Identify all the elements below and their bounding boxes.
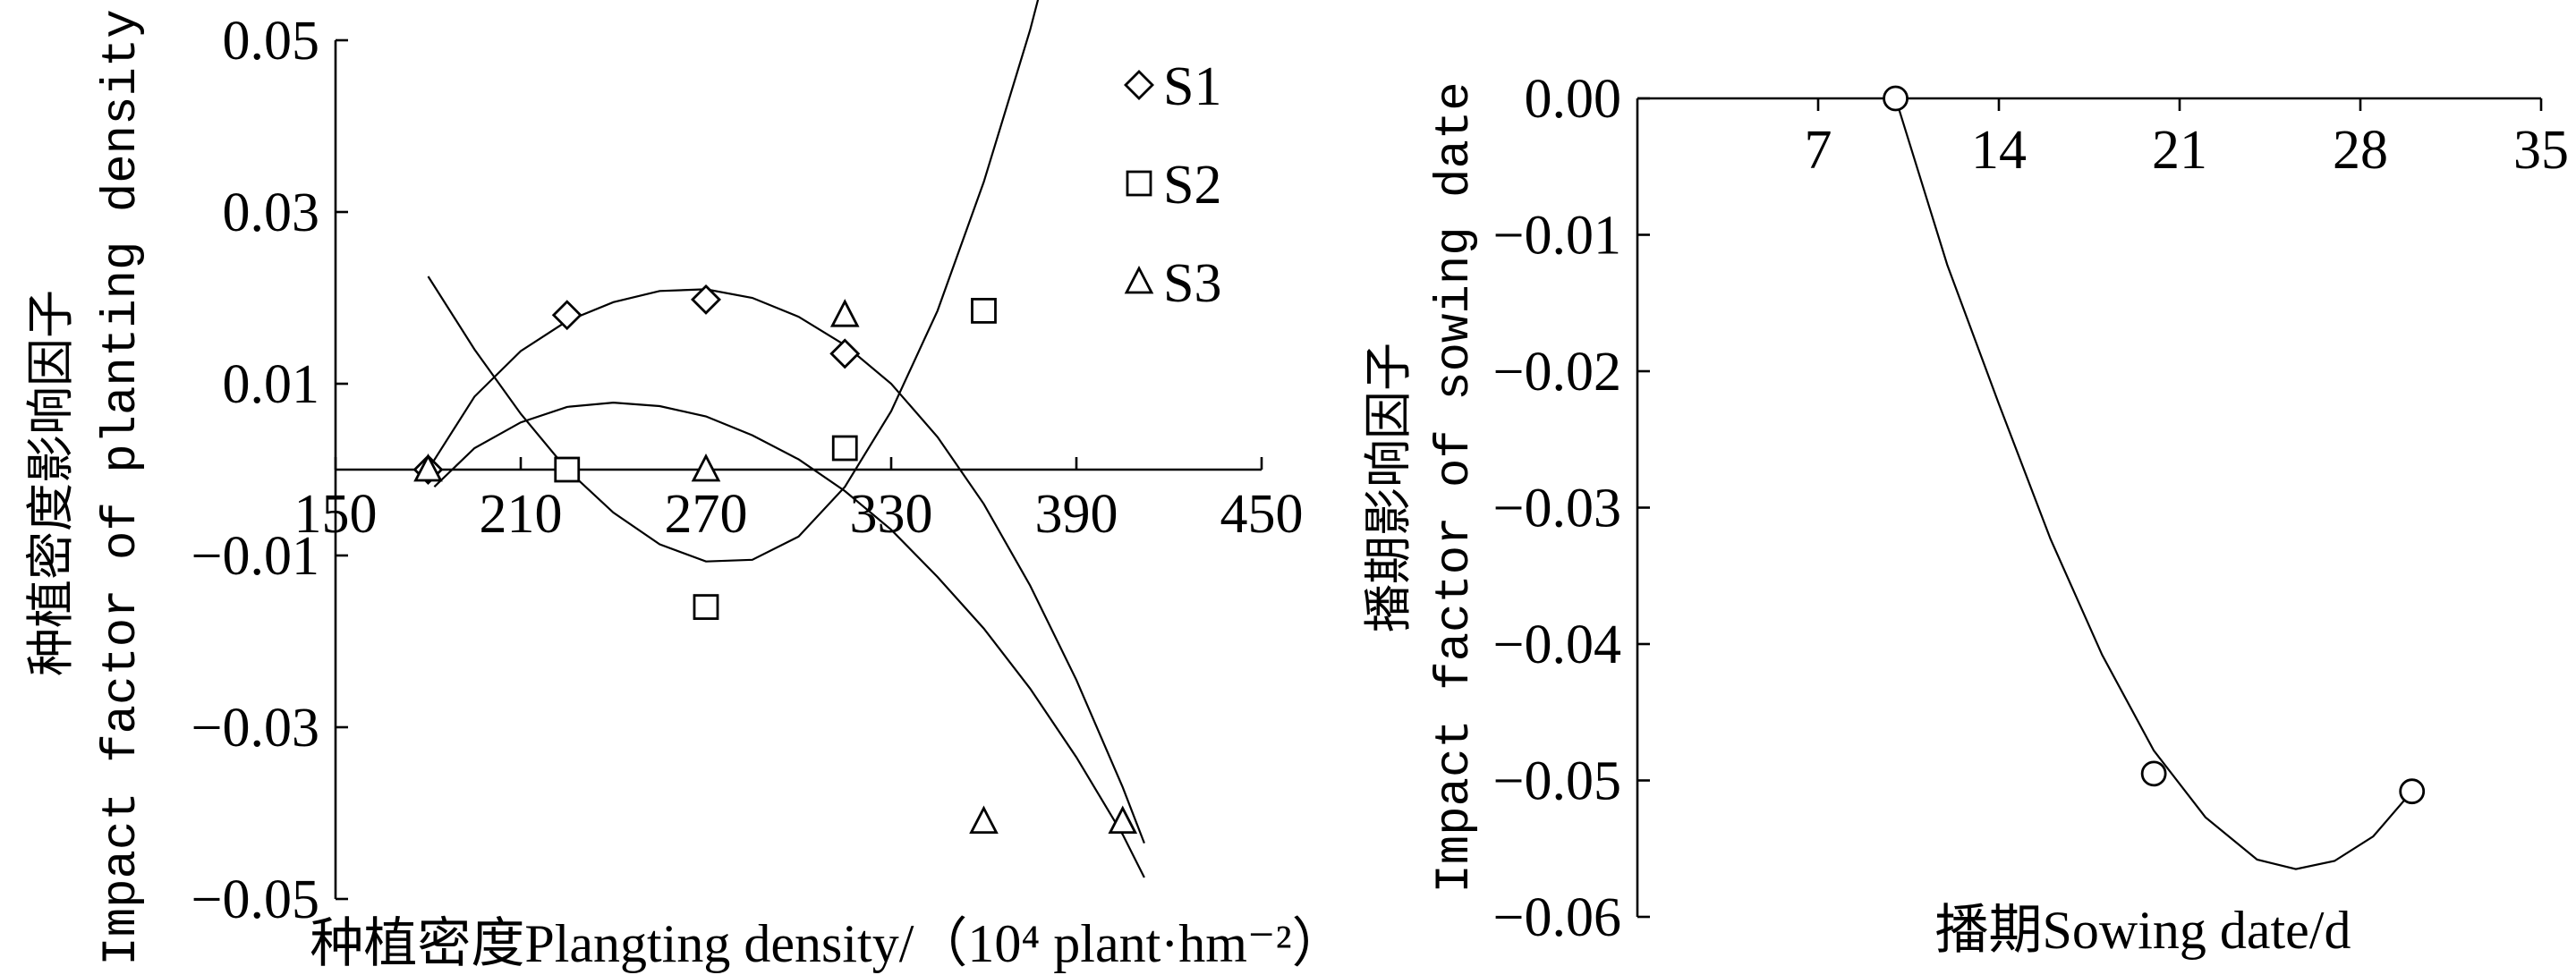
right-x-axis-label: 播期Sowing date/d [1935,901,2351,960]
right-x-tick-label: 14 [1971,120,2027,181]
right-axes [1636,97,2543,919]
right-tick-labels: 0.00 −0.01 −0.02 −0.03 −0.04 −0.05 −0.06 7 14 21 2… [1493,69,2569,948]
right-y-tick-label: 0.00 [1525,69,1622,130]
data-point-sowing [2140,760,2167,787]
left-x-tick-label: 150 [294,484,378,545]
fit-curve-s1 [427,288,1145,844]
right-y-tick-label: −0.03 [1493,479,1621,539]
fit-curve-sowing [1894,98,2413,870]
right-y-tick-label: −0.02 [1493,342,1621,403]
data-point-s3 [829,299,860,327]
right-x-tick-label: 21 [2152,120,2207,181]
data-point-s3 [969,805,999,834]
legend-label-s1: S1 [1163,56,1221,117]
right-x-tick-label: 35 [2513,120,2569,181]
left-x-axis-label: 种植密度Plangting density/（10⁴ plant·hm⁻²） [310,914,1345,973]
left-x-tick-label: 270 [665,484,748,545]
planting-density-chart: 0.05 0.03 0.01 −0.01 −0.03 −0.05 150 210 270 330 3… [22,0,1346,973]
left-x-tick-label: 330 [850,484,933,545]
right-y-tick-label: −0.01 [1493,206,1621,267]
left-y-tick-label: −0.05 [191,869,319,930]
left-x-tick-label: 210 [480,484,563,545]
right-data-markers [1883,85,2426,805]
right-y-axis-label-en: Impact factor of sowing date [1428,81,1483,893]
left-x-tick-label: 450 [1220,484,1304,545]
data-point-s1 [829,338,861,369]
data-point-sowing [2399,778,2426,805]
left-axes [334,38,1263,901]
left-y-tick-label: 0.05 [223,11,320,72]
left-y-tick-label: −0.03 [191,698,319,759]
data-point-s2 [693,594,719,620]
legend-label-s2: S2 [1163,155,1221,216]
data-point-sowing [1883,85,1909,112]
data-point-s3 [413,453,443,482]
right-y-tick-label: −0.04 [1493,615,1621,675]
legend: S1 S2 S3 [1124,56,1221,314]
right-y-tick-label: −0.06 [1493,887,1621,948]
sowing-date-chart: 0.00 −0.01 −0.02 −0.03 −0.04 −0.05 −0.06 7 14 21 2… [1360,69,2569,960]
left-y-tick-label: 0.03 [223,182,320,243]
data-point-s2 [831,435,858,462]
left-y-tick-label: −0.01 [191,526,319,587]
left-tick-labels: 0.05 0.03 0.01 −0.01 −0.03 −0.05 150 210 270 330 3… [191,11,1304,930]
fit-curve-s2 [427,0,1040,563]
right-x-tick-label: 28 [2333,120,2388,181]
left-y-axis-label-en: Impact factor of planting density [95,9,149,965]
right-x-tick-label: 7 [1805,120,1832,181]
data-point-s2 [971,297,997,324]
left-y-tick-label: 0.01 [223,354,320,415]
data-point-s3 [691,453,721,482]
right-fit-curve [1894,98,2413,870]
data-point-s1 [551,300,582,331]
left-data-markers [412,284,1138,834]
data-point-s3 [1108,805,1138,834]
legend-label-s3: S3 [1163,253,1221,314]
right-y-axis-label-cn: 播期影响因子 [1360,343,1416,632]
data-point-s2 [554,456,581,483]
legend-marker-s2 [1126,170,1152,197]
left-y-axis-label-cn: 种植密度影响因子 [22,290,79,676]
right-y-tick-label: −0.05 [1493,751,1621,812]
left-x-tick-label: 390 [1035,484,1118,545]
data-point-s1 [691,284,721,315]
left-fit-curves [427,0,1145,878]
legend-marker-s3 [1124,265,1154,294]
fit-curve-s3 [433,401,1145,878]
legend-marker-s1 [1124,70,1154,100]
